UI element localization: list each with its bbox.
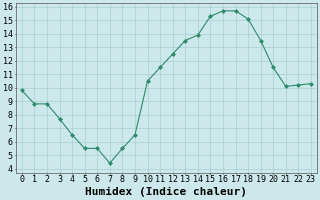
X-axis label: Humidex (Indice chaleur): Humidex (Indice chaleur) (85, 187, 247, 197)
